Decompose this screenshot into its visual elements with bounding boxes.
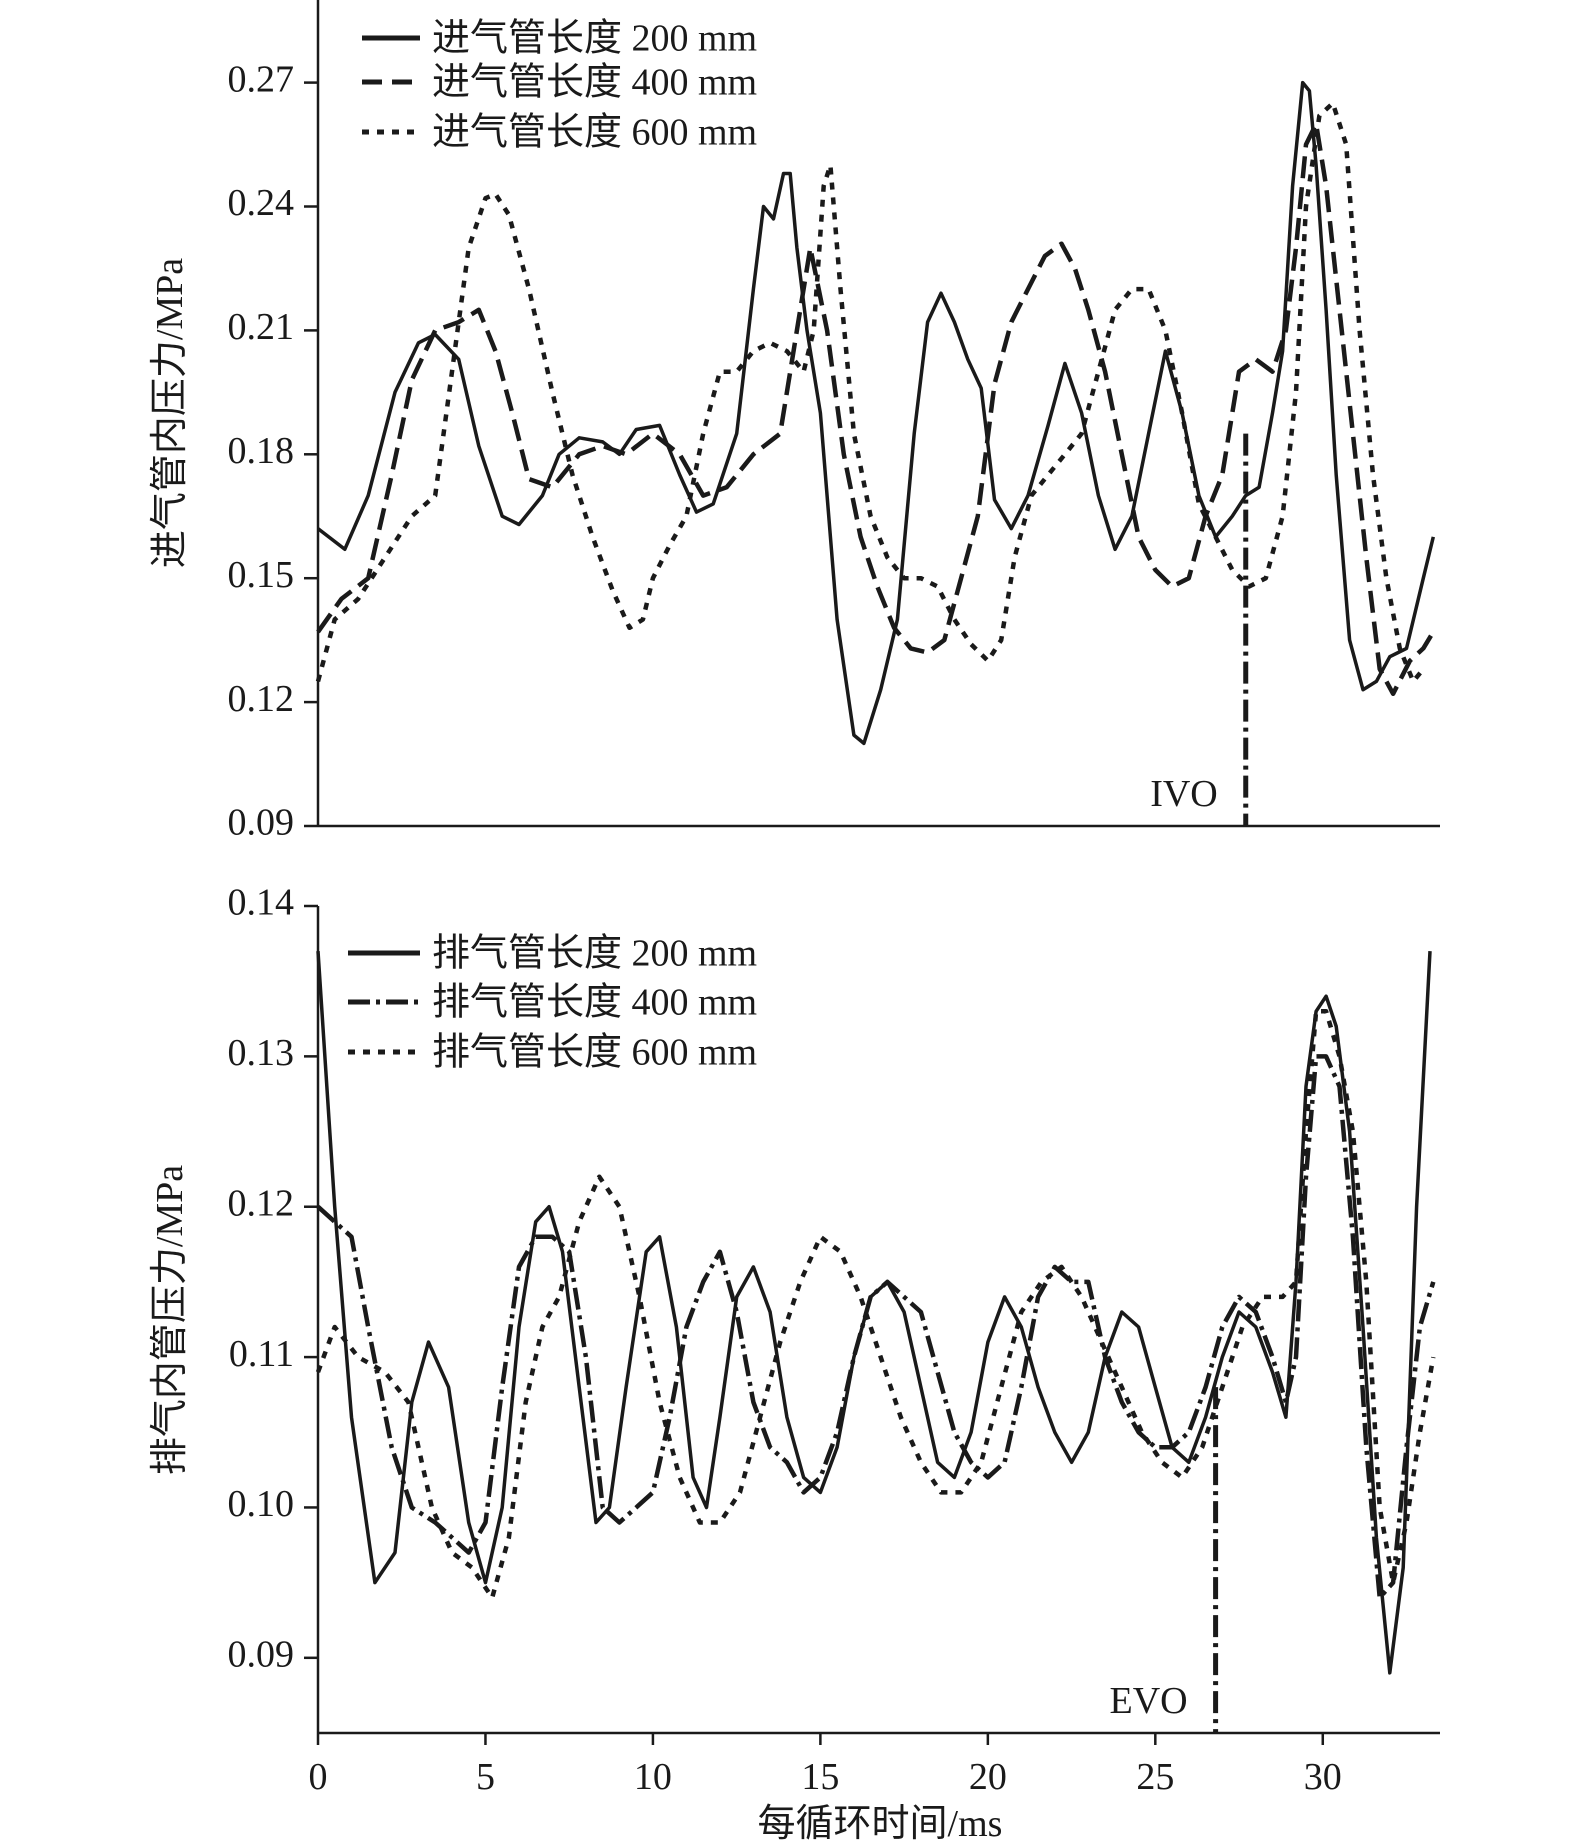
exhaust-y-tick-label: 0.13: [228, 1032, 295, 1074]
intake-y-tick-label: 0.09: [228, 802, 295, 844]
intake-legend-entry-400: 进气管长度 400 mm: [362, 62, 757, 104]
exhaust-series-group: [315, 950, 1436, 1675]
intake-y-tick-label: 0.27: [228, 58, 295, 100]
exhaust-y-tick-label: 0.14: [228, 882, 295, 924]
intake-legend: 进气管长度 200 mm 进气管长度 400 mm 进气管长度 600 mm: [362, 18, 757, 154]
intake-y-axis-title: 进气管内压力/MPa: [149, 258, 191, 568]
x-tick-label: 20: [969, 1756, 1007, 1798]
exhaust-legend: 排气管长度 200 mm 排气管长度 400 mm 排气管长度 600 mm: [348, 933, 757, 1074]
exhaust-series-line-2: [316, 1054, 1436, 1600]
exhaust-y-ticks: 0.09 0.10 0.11 0.12 0.13 0.14: [228, 882, 318, 1676]
evo-marker-label: EVO: [1109, 1680, 1187, 1722]
intake-legend-entry-200: 进气管长度 200 mm: [362, 18, 757, 60]
x-tick-label: 15: [801, 1756, 839, 1798]
exhaust-legend-label-400: 排气管长度 400 mm: [432, 982, 757, 1024]
exhaust-legend-entry-200: 排气管长度 200 mm: [348, 933, 757, 975]
exhaust-legend-entry-600: 排气管长度 600 mm: [348, 1032, 757, 1074]
exhaust-series-line-1: [316, 950, 1432, 1675]
x-tick-label: 10: [634, 1756, 672, 1798]
intake-y-tick-label: 0.15: [228, 554, 295, 596]
exhaust-legend-label-600: 排气管长度 600 mm: [432, 1032, 757, 1074]
exhaust-legend-label-200: 排气管长度 200 mm: [432, 933, 757, 975]
intake-legend-label-400: 进气管长度 400 mm: [432, 62, 757, 104]
exhaust-y-tick-label: 0.11: [229, 1333, 294, 1375]
intake-y-tick-label: 0.12: [228, 678, 295, 720]
intake-y-ticks: 0.09 0.12 0.15 0.18 0.21 0.24 0.27: [228, 58, 318, 844]
exhaust-y-tick-label: 0.12: [228, 1182, 295, 1224]
exhaust-pressure-chart: EVO 0.09 0.10 0.11 0.12 0.13 0.14 0 5 10 15 20 25 3…: [149, 882, 1440, 1845]
intake-legend-entry-600: 进气管长度 600 mm: [362, 112, 757, 154]
x-tick-label: 30: [1304, 1756, 1342, 1798]
exhaust-legend-entry-400: 排气管长度 400 mm: [348, 982, 757, 1024]
exhaust-y-tick-label: 0.10: [228, 1483, 295, 1525]
intake-legend-label-200: 进气管长度 200 mm: [432, 18, 757, 60]
x-tick-label: 0: [309, 1756, 328, 1798]
evo-marker: EVO: [1109, 1387, 1219, 1733]
intake-legend-label-600: 进气管长度 600 mm: [432, 112, 757, 154]
intake-series-line-3: [315, 100, 1426, 684]
intake-series-group: [315, 80, 1436, 746]
exhaust-y-axis-title: 排气内管压力/MPa: [149, 1165, 191, 1475]
intake-pressure-chart: IVO 0.09 0.12 0.15 0.18 0.21 0.24 0.27 进气管内压力/…: [149, 0, 1440, 844]
intake-series-line-2: [316, 121, 1436, 697]
x-tick-label: 5: [476, 1756, 495, 1798]
ivo-marker-label: IVO: [1150, 773, 1218, 815]
intake-y-tick-label: 0.24: [228, 182, 295, 224]
intake-y-tick-label: 0.21: [228, 306, 295, 348]
exhaust-y-tick-label: 0.09: [228, 1634, 295, 1676]
intake-y-tick-label: 0.18: [228, 430, 295, 472]
ivo-marker: IVO: [1150, 433, 1249, 826]
exhaust-series-line-3: [315, 1009, 1436, 1600]
x-axis-title: 每循环时间/ms: [758, 1803, 1003, 1845]
x-tick-label: 25: [1136, 1756, 1174, 1798]
intake-series-line-1: [316, 80, 1436, 746]
exhaust-x-ticks: 0 5 10 15 20 25 30: [309, 1733, 1342, 1798]
